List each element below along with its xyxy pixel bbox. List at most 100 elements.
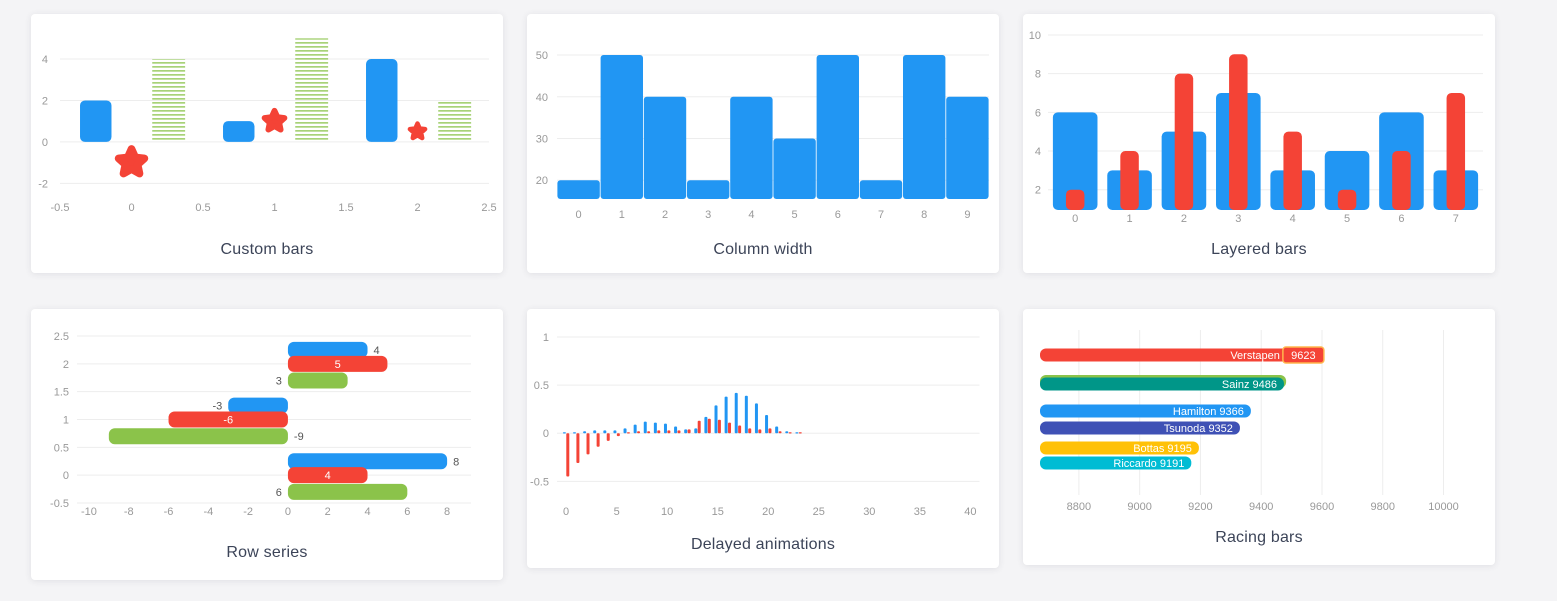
svg-text:1: 1 — [619, 209, 625, 221]
svg-text:40: 40 — [964, 506, 976, 518]
svg-text:10: 10 — [1029, 30, 1041, 42]
svg-text:35: 35 — [914, 506, 926, 518]
svg-text:0.5: 0.5 — [195, 202, 210, 214]
svg-text:2: 2 — [414, 202, 420, 214]
svg-text:4: 4 — [1035, 146, 1041, 158]
svg-text:9000: 9000 — [1127, 501, 1151, 513]
chart-title: Racing bars — [1215, 529, 1303, 546]
layered-bars-chart[interactable]: 2 4 6 8 10 0 1 2 3 4 5 6 7 — [1023, 14, 1495, 226]
svg-text:8: 8 — [453, 456, 459, 468]
svg-text:15: 15 — [712, 506, 724, 518]
svg-text:6: 6 — [404, 506, 410, 518]
svg-text:Sainz 9486: Sainz 9486 — [1222, 379, 1277, 391]
svg-text:5: 5 — [792, 209, 798, 221]
svg-text:4: 4 — [748, 209, 754, 221]
svg-text:-10: -10 — [81, 506, 97, 518]
svg-text:2: 2 — [1035, 185, 1041, 197]
svg-text:0: 0 — [543, 428, 549, 440]
chart-card-delayed-animations: -0.5 0 0.5 1 0 5 10 15 20 25 30 35 40 Delayed animat… — [527, 309, 999, 568]
delayed-animations-chart[interactable]: -0.500.510 5 10 15 20 25 30 35 40 — [527, 309, 999, 521]
svg-text:-0.5: -0.5 — [51, 202, 70, 214]
svg-text:30: 30 — [863, 506, 875, 518]
svg-text:3: 3 — [705, 209, 711, 221]
svg-text:9600: 9600 — [1310, 501, 1334, 513]
svg-text:40: 40 — [536, 92, 548, 104]
svg-text:0.5: 0.5 — [54, 442, 69, 454]
svg-text:0.5: 0.5 — [534, 380, 549, 392]
svg-text:-3: -3 — [212, 401, 222, 413]
svg-text:1: 1 — [63, 415, 69, 427]
svg-text:50: 50 — [536, 50, 548, 62]
svg-text:2.5: 2.5 — [481, 202, 496, 214]
chart-card-custom-bars: -2 0 2 4 -0.5 0 0.5 1 1.5 2 2.5 Custom bars — [31, 14, 503, 273]
svg-text:4: 4 — [42, 54, 48, 66]
svg-text:Bottas 9195: Bottas 9195 — [1133, 443, 1192, 455]
svg-text:-2: -2 — [38, 178, 48, 190]
svg-text:10000: 10000 — [1428, 501, 1459, 513]
svg-text:9400: 9400 — [1249, 501, 1273, 513]
svg-text:0: 0 — [285, 506, 291, 518]
svg-text:0: 0 — [563, 506, 569, 518]
svg-text:0: 0 — [576, 209, 582, 221]
svg-text:5: 5 — [1344, 213, 1350, 225]
svg-text:6: 6 — [276, 487, 282, 499]
svg-text:4: 4 — [374, 345, 380, 357]
svg-text:8: 8 — [444, 506, 450, 518]
svg-text:2: 2 — [42, 95, 48, 107]
svg-text:10: 10 — [661, 506, 673, 518]
svg-text:8800: 8800 — [1067, 501, 1091, 513]
svg-text:30: 30 — [536, 133, 548, 145]
svg-text:9623: 9623 — [1291, 350, 1315, 362]
svg-text:-2: -2 — [243, 506, 253, 518]
svg-text:5: 5 — [614, 506, 620, 518]
svg-text:8: 8 — [921, 209, 927, 221]
custom-bars-chart[interactable]: -2 0 2 4 -0.5 0 0.5 1 1.5 2 2.5 — [31, 14, 503, 226]
svg-text:0: 0 — [42, 137, 48, 149]
svg-text:8: 8 — [1035, 69, 1041, 81]
svg-text:Hamilton 9366: Hamilton 9366 — [1173, 406, 1244, 418]
svg-text:2: 2 — [662, 209, 668, 221]
svg-text:-9: -9 — [294, 431, 304, 443]
svg-text:-4: -4 — [203, 506, 213, 518]
chart-card-row-series: -0.5 0 0.5 1 1.5 2 2.5 -10 -8 -6 -4 -2 0 2 4 6 8 8 -3 4 4 -6 5… — [31, 309, 503, 580]
svg-text:6: 6 — [835, 209, 841, 221]
chart-card-layered-bars: 2 4 6 8 10 0 1 2 3 4 5 6 7 Layered bars — [1023, 14, 1495, 273]
svg-text:0: 0 — [1072, 213, 1078, 225]
svg-text:1.5: 1.5 — [54, 387, 69, 399]
chart-title: Custom bars — [220, 241, 314, 258]
column-width-chart[interactable]: 20 30 40 50 0 1 2 3 4 5 6 7 8 9 — [527, 14, 999, 226]
svg-text:-0.5: -0.5 — [530, 476, 549, 488]
svg-text:20: 20 — [536, 175, 548, 187]
chart-card-column-width: 20 30 40 50 0 1 2 3 4 5 6 7 8 9 Column width — [527, 14, 999, 273]
svg-text:2: 2 — [325, 506, 331, 518]
svg-text:20: 20 — [762, 506, 774, 518]
row-series-chart[interactable]: -0.5 0 0.5 1 1.5 2 2.5 -10 -8 -6 -4 -2 0 2 4 6 8 8 -3 4 4 -6 5… — [31, 309, 503, 529]
svg-text:Tsunoda 9352: Tsunoda 9352 — [1164, 423, 1233, 435]
svg-text:-6: -6 — [223, 415, 233, 427]
svg-text:5: 5 — [335, 359, 341, 371]
svg-text:3: 3 — [276, 376, 282, 388]
chart-title: Layered bars — [1211, 241, 1307, 258]
racing-bars-chart[interactable]: 8800 9000 9200 9400 9600 9800 10000 Verstapen 96… — [1023, 309, 1495, 514]
svg-text:2: 2 — [1181, 213, 1187, 225]
svg-text:0: 0 — [128, 202, 134, 214]
svg-text:9: 9 — [964, 209, 970, 221]
svg-text:6: 6 — [1035, 107, 1041, 119]
svg-text:1: 1 — [271, 202, 277, 214]
svg-text:0: 0 — [63, 470, 69, 482]
svg-text:1: 1 — [543, 332, 549, 344]
svg-text:2: 2 — [63, 359, 69, 371]
svg-text:4: 4 — [325, 470, 331, 482]
svg-text:1.5: 1.5 — [338, 202, 353, 214]
svg-text:Riccardo 9191: Riccardo 9191 — [1113, 458, 1184, 470]
svg-text:-8: -8 — [124, 506, 134, 518]
svg-text:9800: 9800 — [1370, 501, 1394, 513]
svg-text:9200: 9200 — [1188, 501, 1212, 513]
chart-title: Delayed animations — [690, 536, 836, 553]
svg-text:Verstapen: Verstapen — [1230, 350, 1280, 362]
chart-card-racing-bars: 8800 9000 9200 9400 9600 9800 10000 Verstapen 96… — [1023, 309, 1495, 565]
svg-text:7: 7 — [878, 209, 884, 221]
svg-text:2.5: 2.5 — [54, 331, 69, 343]
svg-text:4: 4 — [364, 506, 370, 518]
svg-text:-6: -6 — [164, 506, 174, 518]
